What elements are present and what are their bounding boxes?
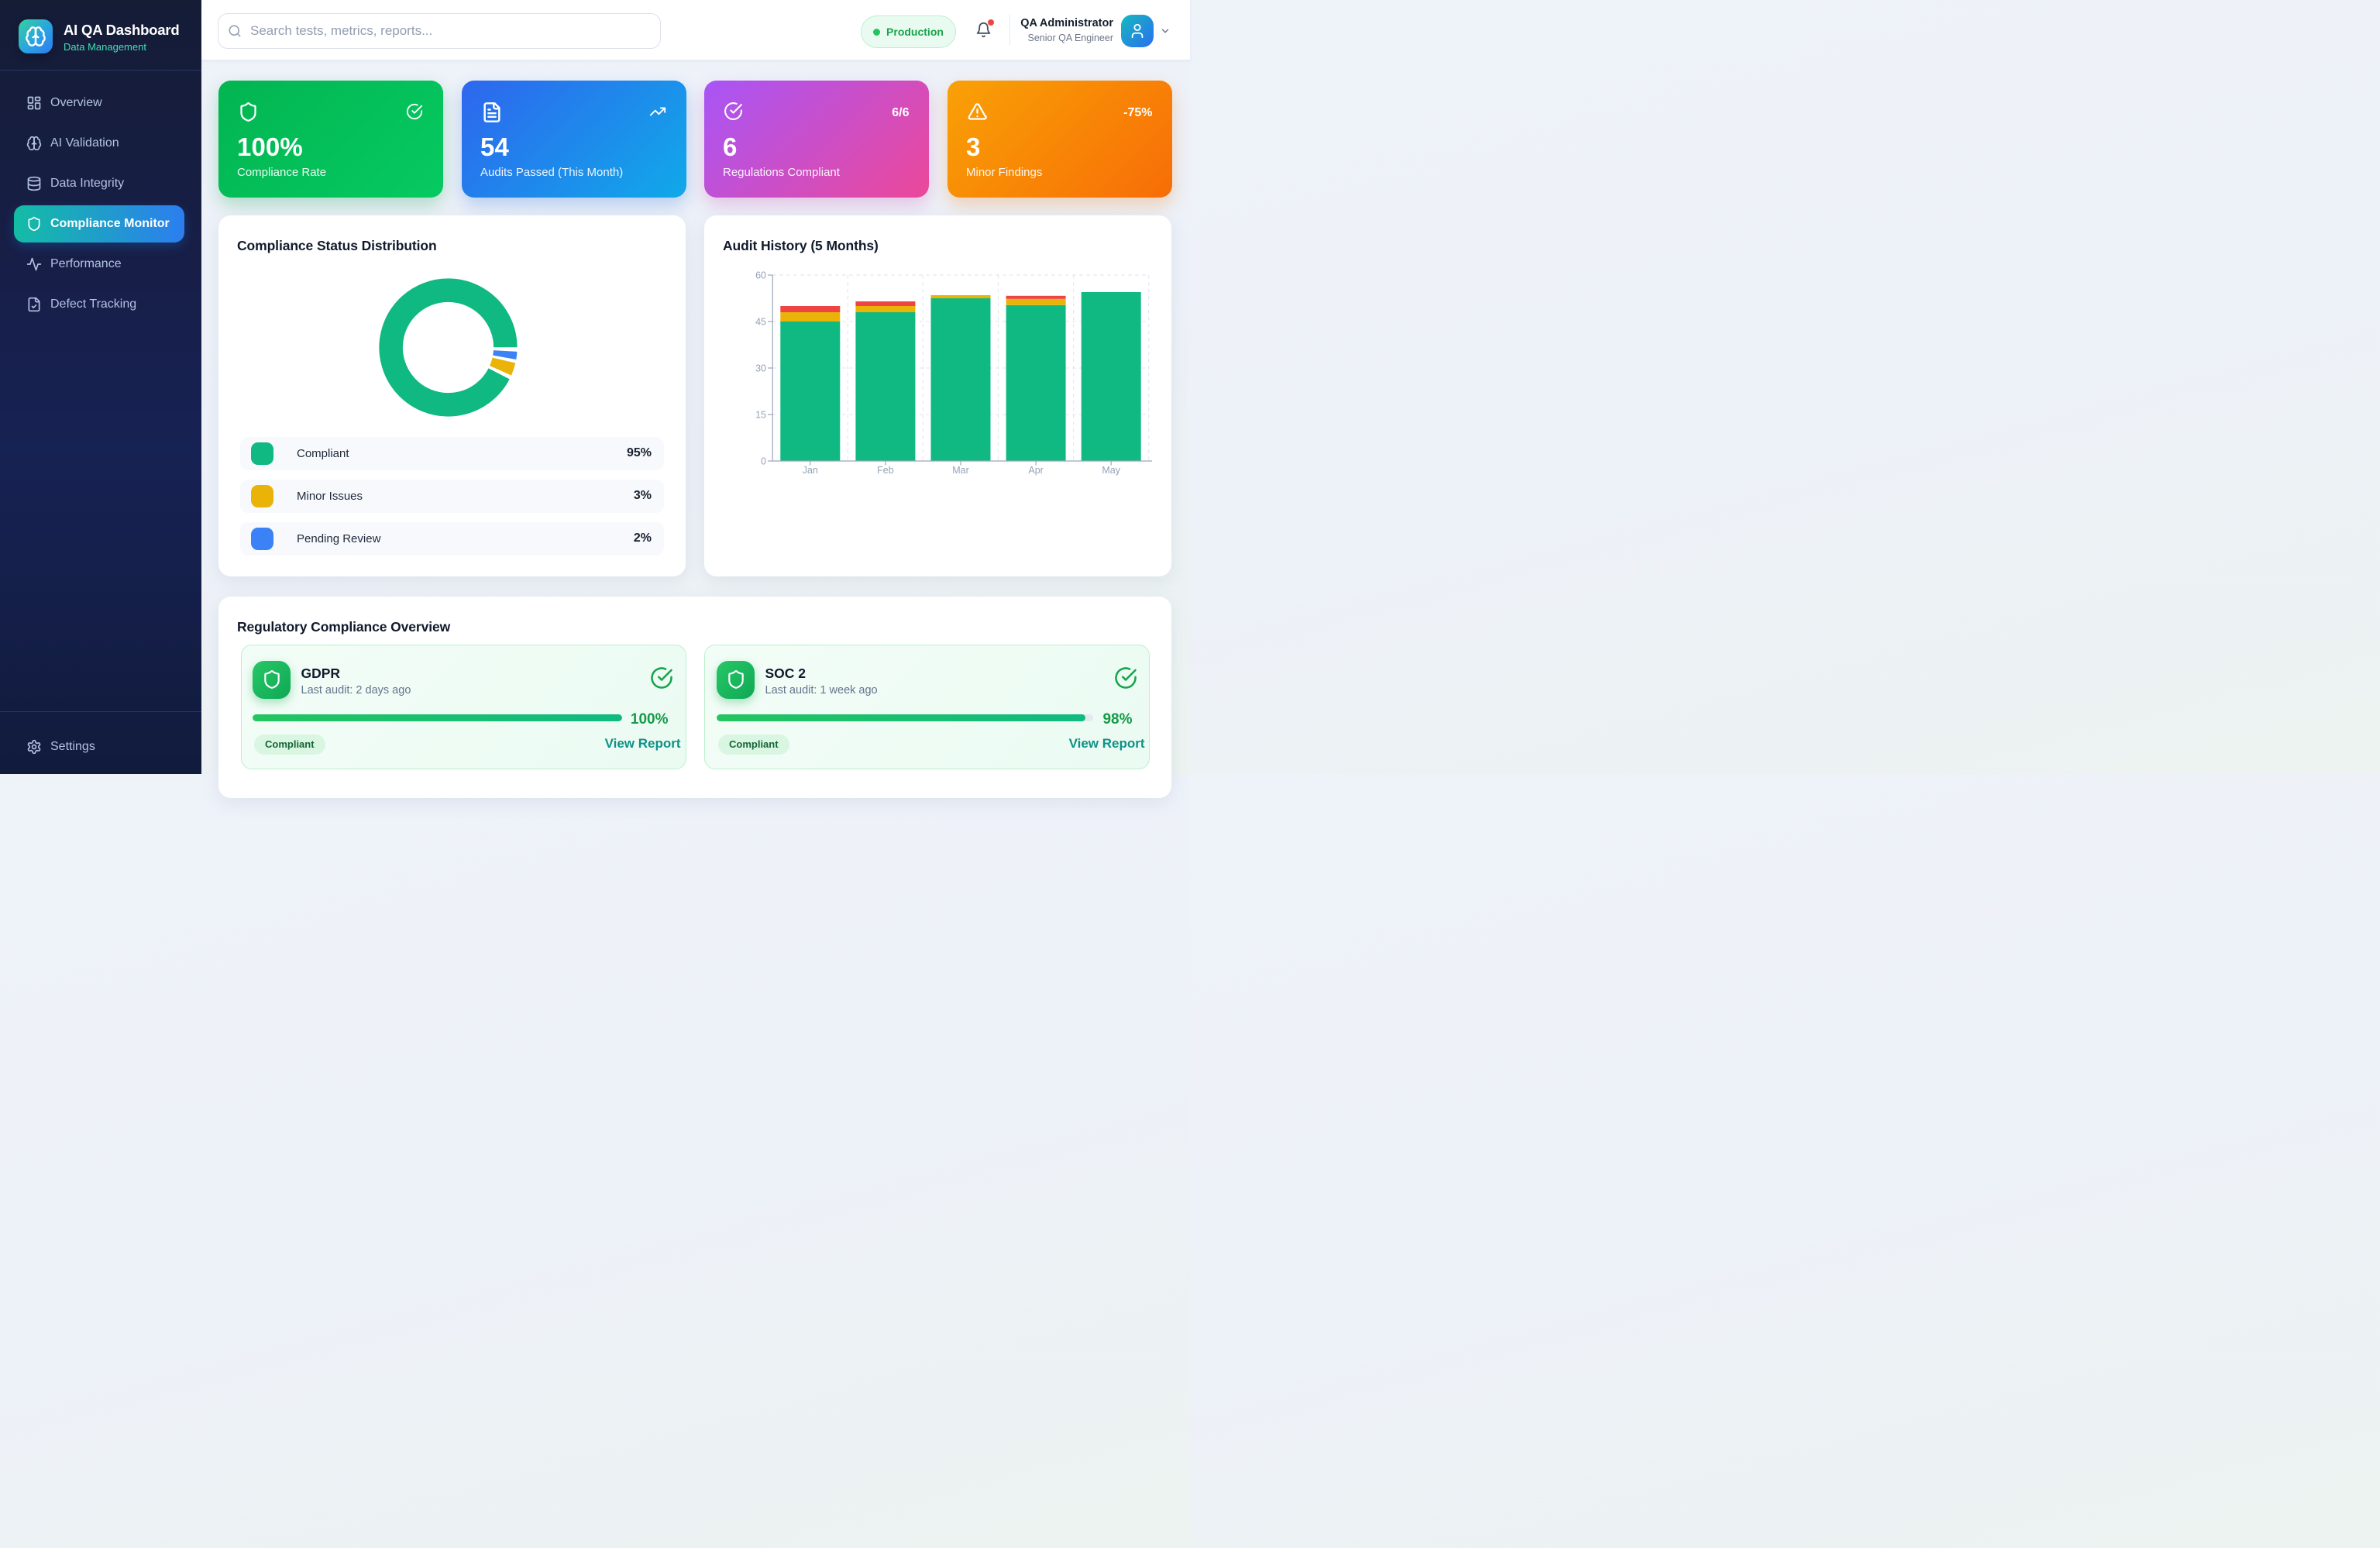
svg-text:Apr: Apr [1028,465,1043,476]
svg-text:Jan: Jan [803,465,818,476]
svg-text:Feb: Feb [877,465,894,476]
svg-text:Mar: Mar [952,465,969,476]
svg-text:30: 30 [755,363,766,373]
svg-text:0: 0 [761,456,766,466]
svg-text:60: 60 [755,270,766,280]
svg-text:45: 45 [755,316,766,327]
svg-text:15: 15 [755,409,766,420]
svg-text:May: May [1102,465,1120,476]
